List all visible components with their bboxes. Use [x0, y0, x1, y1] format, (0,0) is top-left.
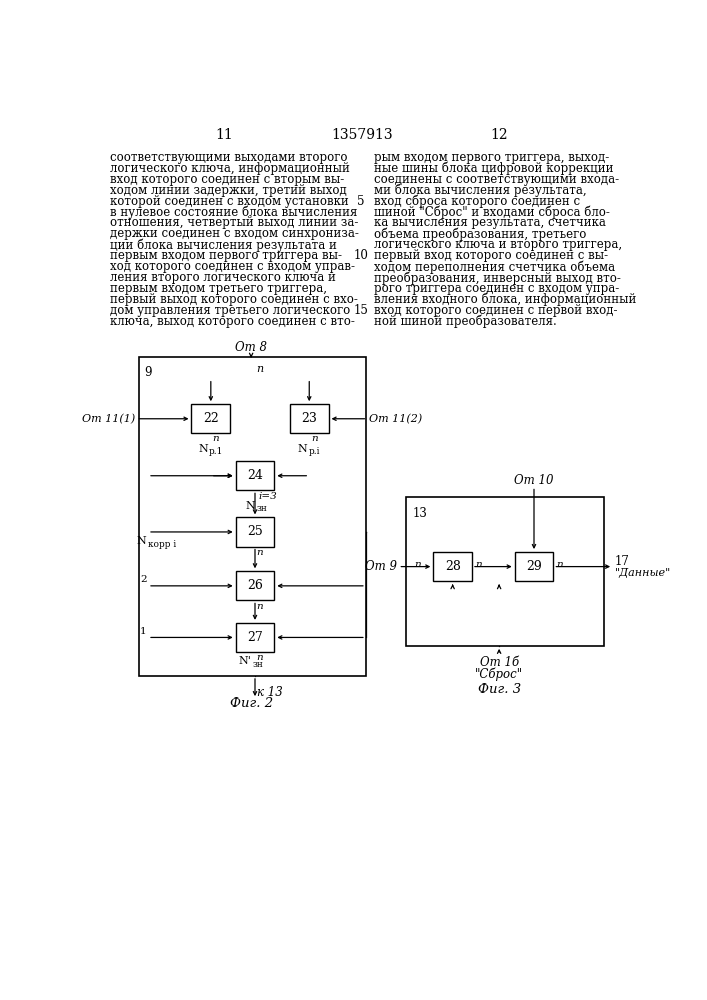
- Bar: [290, 404, 329, 433]
- Text: 23: 23: [301, 412, 317, 425]
- Text: "Сброс": "Сброс": [475, 668, 523, 681]
- Text: логического ключа и второго триггера,: логического ключа и второго триггера,: [373, 238, 621, 251]
- Text: рого триггера соединен с входом упра-: рого триггера соединен с входом упра-: [373, 282, 619, 295]
- Text: N: N: [198, 444, 208, 454]
- Text: преобразования, инверсный выход вто-: преобразования, инверсный выход вто-: [373, 271, 621, 285]
- Text: 2: 2: [140, 575, 146, 584]
- Text: 11: 11: [215, 128, 233, 142]
- Text: ной шиной преобразователя.: ной шиной преобразователя.: [373, 315, 556, 328]
- Text: От 1б: От 1б: [479, 656, 519, 669]
- Bar: [515, 552, 554, 581]
- Text: 22: 22: [203, 412, 218, 425]
- Text: 9: 9: [144, 366, 152, 379]
- Text: п: п: [212, 434, 219, 443]
- Text: Фиг. 2: Фиг. 2: [230, 697, 273, 710]
- Text: 10: 10: [354, 249, 368, 262]
- Text: 17: 17: [614, 555, 629, 568]
- Text: Фиг. 3: Фиг. 3: [477, 683, 520, 696]
- Text: первый выход которого соединен с вхо-: первый выход которого соединен с вхо-: [110, 293, 358, 306]
- Text: 12: 12: [491, 128, 508, 142]
- Text: "Данные": "Данные": [614, 568, 671, 578]
- Text: шиной "Сброс" и входами сброса бло-: шиной "Сброс" и входами сброса бло-: [373, 205, 609, 219]
- Bar: [235, 571, 274, 600]
- Text: п: п: [257, 364, 264, 374]
- Text: зн: зн: [257, 504, 267, 513]
- Text: ход которого соединен с входом управ-: ход которого соединен с входом управ-: [110, 260, 355, 273]
- Bar: [235, 623, 274, 652]
- Text: 26: 26: [247, 579, 263, 592]
- Text: 1357913: 1357913: [331, 128, 393, 142]
- Text: 24: 24: [247, 469, 263, 482]
- Text: 13: 13: [412, 507, 427, 520]
- Text: первый вход которого соединен с вы-: первый вход которого соединен с вы-: [373, 249, 608, 262]
- Text: От 11(1): От 11(1): [83, 414, 136, 424]
- Text: ключа, выход которого соединен с вто-: ключа, выход которого соединен с вто-: [110, 315, 355, 328]
- Text: 5: 5: [358, 195, 365, 208]
- Text: рым входом первого триггера, выход-: рым входом первого триггера, выход-: [373, 151, 609, 164]
- Bar: [235, 461, 274, 490]
- Text: От 8: От 8: [235, 341, 267, 354]
- Text: объема преобразования, третьего: объема преобразования, третьего: [373, 227, 586, 241]
- Text: 15: 15: [354, 304, 368, 317]
- Text: ка вычисления результата, счетчика: ка вычисления результата, счетчика: [373, 216, 605, 229]
- Text: ходом переполнения счетчика объема: ходом переполнения счетчика объема: [373, 260, 614, 274]
- Text: первым входом первого триггера вы-: первым входом первого триггера вы-: [110, 249, 342, 262]
- Text: р.i: р.i: [309, 447, 321, 456]
- Text: N: N: [298, 444, 308, 454]
- Text: вход которого соединен с первой вход-: вход которого соединен с первой вход-: [373, 304, 617, 317]
- Text: к 13: к 13: [257, 686, 283, 699]
- Text: 27: 27: [247, 631, 263, 644]
- Text: первым входом третьего триггера,: первым входом третьего триггера,: [110, 282, 327, 295]
- Text: держки соединен с входом синхрониза-: держки соединен с входом синхрониза-: [110, 227, 359, 240]
- Text: соединены с соответствующими входа-: соединены с соответствующими входа-: [373, 173, 619, 186]
- Text: отношения, четвертый выход линии за-: отношения, четвертый выход линии за-: [110, 216, 358, 229]
- Text: N: N: [245, 501, 255, 511]
- Bar: [235, 517, 274, 547]
- Text: ции блока вычисления результата и: ции блока вычисления результата и: [110, 238, 337, 252]
- Text: п: п: [257, 548, 263, 557]
- Text: ные шины блока цифровой коррекции: ные шины блока цифровой коррекции: [373, 162, 613, 175]
- Text: i=3: i=3: [259, 492, 278, 501]
- Text: вход которого соединен с вторым вы-: вход которого соединен с вторым вы-: [110, 173, 344, 186]
- Text: N: N: [136, 536, 146, 546]
- Text: 25: 25: [247, 525, 263, 538]
- Text: п: п: [257, 602, 263, 611]
- Text: вход сброса которого соединен с: вход сброса которого соединен с: [373, 195, 580, 208]
- Text: дом управления третьего логического: дом управления третьего логического: [110, 304, 351, 317]
- Text: От 10: От 10: [514, 474, 554, 487]
- Bar: [192, 404, 230, 433]
- Bar: [433, 552, 472, 581]
- Text: От 9: От 9: [365, 560, 397, 573]
- Text: п: п: [257, 653, 263, 662]
- Text: N': N': [238, 656, 251, 666]
- Text: 29: 29: [526, 560, 542, 573]
- Text: которой соединен с входом установки: которой соединен с входом установки: [110, 195, 349, 208]
- Bar: [139, 357, 366, 676]
- Text: корр i: корр i: [148, 540, 176, 549]
- Text: ходом линии задержки, третий выход: ходом линии задержки, третий выход: [110, 184, 347, 197]
- Text: соответствующими выходами второго: соответствующими выходами второго: [110, 151, 348, 164]
- Text: вления входного блока, информационный: вления входного блока, информационный: [373, 293, 636, 306]
- Text: 28: 28: [445, 560, 460, 573]
- Text: ми блока вычисления результата,: ми блока вычисления результата,: [373, 184, 586, 197]
- Text: п: п: [475, 560, 481, 569]
- Text: р.1: р.1: [209, 447, 223, 456]
- Text: зн: зн: [252, 660, 264, 669]
- Text: ления второго логического ключа и: ления второго логического ключа и: [110, 271, 336, 284]
- Text: п: п: [414, 560, 421, 569]
- Text: логического ключа, информационный: логического ключа, информационный: [110, 162, 350, 175]
- Text: п: п: [556, 560, 563, 569]
- Text: 1: 1: [140, 627, 146, 636]
- Text: п: п: [311, 434, 317, 443]
- Text: От 11(2): От 11(2): [369, 414, 422, 424]
- Text: в нулевое состояние блока вычисления: в нулевое состояние блока вычисления: [110, 205, 358, 219]
- Bar: [406, 497, 604, 646]
